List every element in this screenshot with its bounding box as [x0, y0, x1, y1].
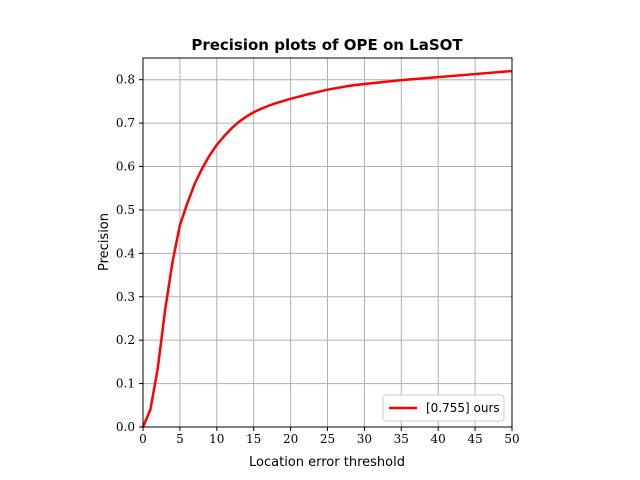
- y-tick-label: 0.5: [116, 203, 135, 217]
- y-tick-label: 0.4: [116, 246, 135, 260]
- y-tick-label: 0.7: [116, 116, 135, 130]
- tick-labels: 0 5 10 15 20 25 30 35 40 45 50 0.0 0.1 0.2 0.3 0.4 0.5 0.…: [116, 73, 520, 446]
- y-tick-label: 0.3: [116, 290, 135, 304]
- x-tick-label: 45: [467, 432, 482, 446]
- chart-title: Precision plots of OPE on LaSOT: [191, 36, 463, 54]
- x-tick-label: 35: [394, 432, 409, 446]
- x-tick-label: 0: [139, 432, 147, 446]
- legend-box: [382, 394, 505, 422]
- y-axis-label: Precision: [97, 213, 112, 271]
- legend: [0.755] ours: [382, 394, 505, 422]
- x-tick-label: 40: [431, 432, 446, 446]
- y-tick-label: 0.1: [116, 377, 135, 391]
- series-layer: [141, 69, 513, 428]
- series-line: [141, 69, 513, 428]
- x-tick-label: 15: [246, 432, 261, 446]
- x-tick-label: 50: [504, 432, 519, 446]
- y-tick-label: 0.6: [116, 160, 135, 174]
- x-tick-label: 25: [320, 432, 335, 446]
- x-tick-label: 30: [357, 432, 372, 446]
- x-tick-label: 20: [283, 432, 298, 446]
- ticks: [139, 79, 513, 431]
- x-tick-label: 10: [209, 432, 224, 446]
- legend-label: [0.755] ours: [426, 401, 500, 415]
- grid: [142, 58, 513, 428]
- x-tick-label: 5: [176, 432, 184, 446]
- y-tick-label: 0.2: [116, 333, 135, 347]
- x-axis-label: Location error threshold: [249, 455, 405, 470]
- y-tick-label: 0.0: [116, 420, 135, 434]
- y-tick-label: 0.8: [116, 73, 135, 87]
